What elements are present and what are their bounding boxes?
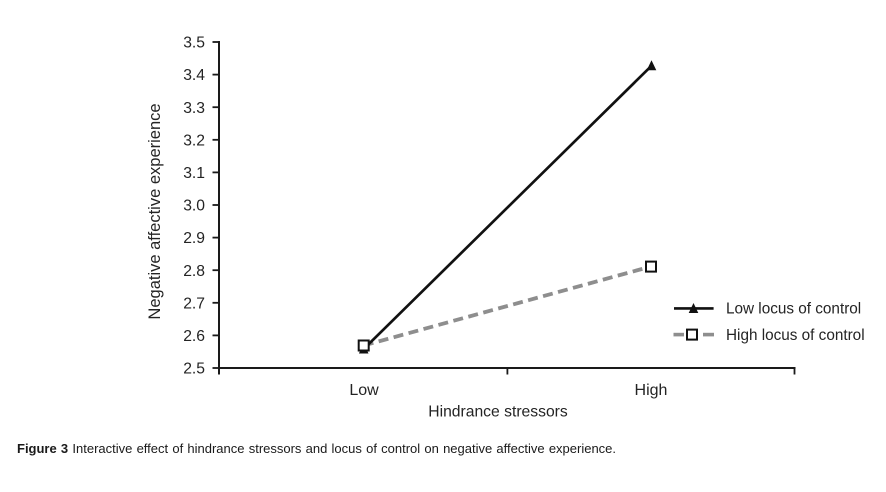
svg-text:Low locus of control: Low locus of control	[726, 301, 861, 318]
svg-text:Negative affective experience: Negative affective experience	[146, 103, 164, 319]
svg-text:3.5: 3.5	[183, 35, 205, 52]
svg-text:High locus of control: High locus of control	[726, 327, 865, 344]
svg-text:High: High	[635, 382, 668, 399]
svg-text:Figure 3 Interactive effect of: Figure 3 Interactive effect of hindrance…	[17, 441, 616, 456]
svg-text:Low: Low	[349, 382, 379, 399]
svg-text:2.7: 2.7	[183, 295, 205, 312]
svg-text:2.9: 2.9	[183, 230, 205, 247]
svg-text:2.6: 2.6	[183, 328, 205, 345]
svg-text:2.8: 2.8	[183, 263, 205, 280]
svg-text:Hindrance stressors: Hindrance stressors	[428, 404, 568, 421]
svg-text:3.0: 3.0	[183, 198, 205, 215]
svg-text:3.1: 3.1	[183, 165, 205, 182]
svg-text:2.5: 2.5	[183, 361, 205, 378]
svg-text:3.3: 3.3	[183, 100, 205, 117]
svg-text:3.4: 3.4	[183, 67, 205, 84]
svg-text:3.2: 3.2	[183, 132, 205, 149]
